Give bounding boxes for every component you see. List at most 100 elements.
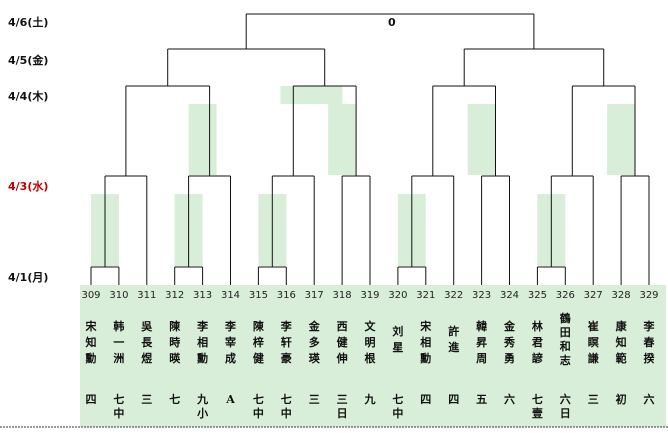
player-name-char: 煜 [141,351,152,365]
player-rank-char: 九 [364,392,376,406]
player-number: 318 [333,290,352,301]
player-number: 325 [528,290,547,301]
player-name-char: 豪 [281,351,292,365]
player-number: 314 [221,290,240,301]
player-number: 323 [472,290,491,301]
highlight-box [467,104,496,175]
player-name-char: 勳 [420,351,431,365]
date-label-final: 4/6(土) [8,15,48,29]
player-number: 319 [360,290,379,301]
player-name-char: 成 [225,351,236,365]
player-name-char: 星 [392,341,403,354]
player-rank-char: 中 [281,406,292,420]
player-number: 320 [388,290,407,301]
player-rank-char: 七 [113,392,124,406]
player-name-char: 韩 [113,319,124,333]
player-rank-char: 七 [253,392,264,406]
player-name-char: 秀 [503,335,515,349]
player-number: 322 [444,290,463,301]
player-rank-char: 三 [588,393,599,406]
player-name-char: 進 [448,340,460,354]
player-name-char: 刘 [392,324,403,338]
date-label-semifinal: 4/5(金) [8,53,48,67]
player-rank-char: 中 [253,406,264,420]
player-name-char: 昇 [476,336,487,349]
bracket-lines [90,13,650,285]
player-name-char: 暎 [169,351,181,365]
player-name-char: 轩 [281,335,292,349]
player-number: 313 [193,290,212,301]
player-name-char: 勇 [504,352,515,365]
player-rank-char: 初 [616,392,627,406]
player-name-char: 李 [280,319,293,333]
player-rank-char: 九 [196,392,208,406]
player-rank-char: 六 [560,392,571,406]
player-name-char: 宋 [419,319,432,333]
player-name-char: 健 [337,335,349,349]
highlight-box [328,104,357,175]
player-rank-char: 七 [281,392,292,406]
player-name-char: 志 [560,353,571,367]
player-name-char: 明 [365,336,376,349]
player-name-char: 勳 [197,351,208,365]
player-rank-char: 小 [196,406,208,420]
player-name-char: 洲 [113,352,124,365]
player-name-char: 林 [532,319,543,333]
player-number: 309 [81,290,100,301]
player-rank-char: 四 [420,393,431,406]
player-name-char: 知 [615,335,627,349]
date-label-round2: 4/3(水) [8,179,48,193]
player-name-char: 知 [85,335,97,349]
player-name-char: 吳 [140,320,153,333]
player-name-char: 宋 [85,319,98,333]
player-name-char: 勳 [86,351,97,365]
player-rank-char: 三 [309,393,320,406]
player-name-char: 君 [532,336,543,349]
player-name-char: 相 [420,335,431,349]
player-name-char: 諺 [532,351,543,365]
player-number: 315 [249,290,268,301]
player-rank-char: 七 [392,392,403,406]
date-label-round1: 4/1(月) [8,271,48,284]
player-name-char: 瑛 [309,351,321,365]
player-name-char: 西 [337,320,348,333]
player-panel [80,285,666,427]
player-name-char: 許 [448,324,459,338]
player-number: 312 [165,290,184,301]
player-name-char: 謙 [588,351,599,365]
player-number: 328 [612,290,631,301]
player-number: 329 [639,290,658,301]
player-name-char: 宰 [225,335,236,349]
player-rank-char: 六 [644,392,655,406]
player-name-char: 和 [560,339,571,353]
player-name-char: 伸 [336,351,348,365]
player-name-char: 鶴 [560,311,571,325]
player-name-char: 康 [616,319,628,333]
player-name-char: 健 [253,351,265,365]
player-name-char: 一 [113,336,124,349]
player-name-char: 長 [141,336,153,349]
player-name-char: 金 [503,319,516,333]
player-number: 327 [584,290,603,301]
player-name-char: 李 [643,319,656,333]
player-name-char: 揆 [644,351,656,365]
player-name-char: 範 [616,351,627,365]
player-name-char: 根 [365,351,377,365]
player-rank-char: 壹 [532,406,543,420]
